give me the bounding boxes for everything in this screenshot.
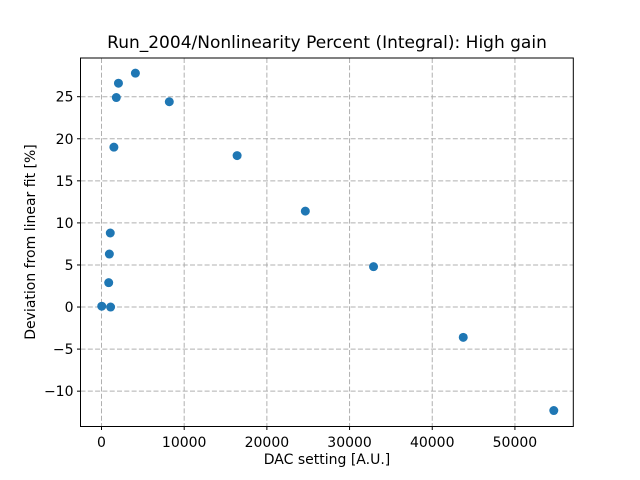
data-point — [300, 206, 310, 216]
data-point — [549, 406, 559, 416]
y-tick-label: −10 — [44, 384, 74, 400]
y-tick-label: 0 — [65, 300, 74, 316]
y-tick-label: 10 — [56, 216, 74, 232]
data-point — [164, 97, 174, 107]
x-tick-label: 20000 — [245, 435, 290, 451]
x-axis-label: DAC setting [A.U.] — [263, 452, 391, 468]
y-tick-label: 20 — [56, 132, 74, 148]
y-tick-label: 5 — [65, 258, 74, 274]
x-tick-label: 10000 — [162, 435, 207, 451]
y-tick-label: 25 — [56, 90, 74, 106]
x-tick-label: 50000 — [493, 435, 538, 451]
y-axis-label: Deviation from linear fit [%] — [23, 144, 39, 340]
data-point — [369, 262, 379, 272]
x-tick-label: 30000 — [327, 435, 372, 451]
data-point — [97, 301, 107, 311]
data-point — [232, 151, 242, 161]
data-point — [130, 68, 140, 78]
data-point — [109, 142, 119, 152]
x-tick-label: 0 — [97, 435, 106, 451]
data-point — [113, 78, 123, 88]
plot-frame — [80, 57, 574, 427]
data-point — [458, 332, 468, 342]
data-point — [104, 278, 114, 288]
chart-title: Run_2004/Nonlinearity Percent (Integral)… — [107, 33, 547, 53]
data-point — [106, 302, 116, 312]
y-tick-label: −5 — [53, 342, 74, 358]
data-point — [105, 228, 115, 238]
x-tick-label: 40000 — [410, 435, 455, 451]
y-tick-label: 15 — [56, 174, 74, 190]
data-point — [104, 249, 114, 259]
data-point — [111, 93, 121, 103]
